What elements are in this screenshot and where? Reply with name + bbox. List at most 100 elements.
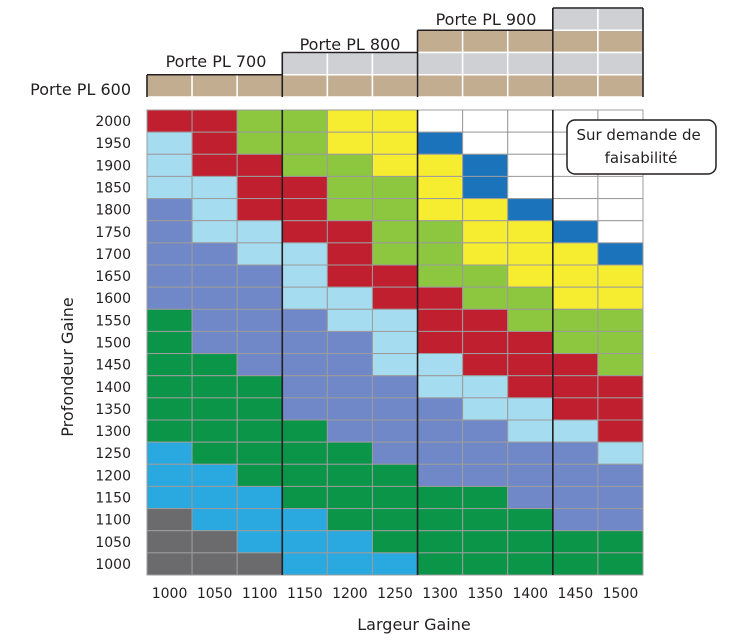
heatmap-cell (146, 153, 193, 177)
x-tick-label: 1100 (242, 586, 278, 602)
heatmap-cell (462, 485, 509, 510)
heatmap-cell (281, 220, 328, 244)
door-header-cell (281, 51, 329, 76)
door-label-pl700: Porte PL 700 (166, 52, 267, 71)
heatmap-cell (552, 330, 599, 355)
y-tick-label: 1400 (95, 380, 131, 396)
heatmap-cell (417, 397, 464, 421)
heatmap-cell (326, 441, 373, 465)
heatmap-cell (507, 375, 554, 399)
y-tick-label: 1100 (95, 513, 131, 529)
heatmap-cell (191, 131, 238, 155)
door-header-cell (461, 51, 509, 76)
heatmap-cell (371, 552, 419, 576)
heatmap-cell (326, 153, 373, 177)
heatmap-cell (552, 552, 599, 576)
heatmap-cell (597, 353, 644, 377)
y-tick-label: 1200 (95, 468, 131, 484)
heatmap-cell (281, 242, 328, 266)
heatmap-cell (191, 485, 238, 510)
heatmap-cell (552, 463, 599, 487)
heatmap-cell (462, 530, 509, 554)
door-header-cell (552, 74, 599, 98)
heatmap-cell (146, 198, 193, 222)
heatmap-cell (371, 508, 419, 532)
door-header-cell (506, 74, 554, 98)
door-header-cell (416, 51, 464, 76)
heatmap-cell (417, 508, 464, 532)
door-header-cell (597, 29, 644, 54)
heatmap-cell (146, 220, 193, 244)
annotation-line-2: faisabilité (605, 149, 678, 167)
y-tick-label: 1500 (95, 336, 131, 352)
door-header-cell (552, 29, 599, 54)
heatmap-cell (507, 153, 554, 177)
door-label-pl800: Porte PL 800 (300, 35, 401, 54)
heatmap-cell (326, 175, 373, 200)
heatmap-cell (417, 220, 464, 244)
heatmap-cell (462, 153, 509, 177)
door-header-cell (326, 74, 374, 98)
heatmap-cell (417, 198, 464, 222)
heatmap-cell (552, 264, 599, 288)
heatmap-cell (552, 375, 599, 399)
heatmap-cell (462, 441, 509, 465)
heatmap-cell (552, 286, 599, 310)
heatmap-cell (146, 353, 193, 377)
heatmap-cell (597, 330, 644, 355)
heatmap-cell (597, 441, 644, 465)
heatmap-cell (417, 131, 464, 155)
heatmap-cell (371, 286, 419, 310)
heatmap-cell (507, 508, 554, 532)
door-label-layer: Porte PL 600 Porte PL 700 Porte PL 800 P… (30, 10, 536, 99)
door-header-cell (597, 7, 644, 31)
heatmap-cell (552, 441, 599, 465)
heatmap-cell (371, 419, 419, 443)
heatmap-cell (507, 530, 554, 554)
annotation-box (566, 119, 717, 175)
heatmap-cell (281, 198, 328, 222)
heatmap-cell (371, 242, 419, 266)
heatmap-cell (507, 242, 554, 266)
heatmap-cell (417, 375, 464, 399)
heatmap-cell (236, 308, 283, 332)
heatmap-cell (236, 375, 283, 399)
heatmap-cell (552, 175, 599, 200)
y-tick-label: 1850 (95, 181, 131, 197)
heatmap-cell (146, 552, 193, 576)
door-header-cell (416, 74, 464, 98)
heatmap-cell (326, 131, 373, 155)
door-header-cell (281, 74, 329, 98)
heatmap-cell (191, 508, 238, 532)
heatmap-cell (462, 286, 509, 310)
heatmap-cell (326, 485, 373, 510)
heatmap-cell (191, 375, 238, 399)
heatmap-cell (146, 109, 193, 133)
heatmap-cell (417, 175, 464, 200)
heatmap-cell (146, 463, 193, 487)
heatmap-cell (326, 552, 373, 576)
heatmap-cell (281, 419, 328, 443)
door-header-cell (371, 51, 419, 76)
heatmap-cell (597, 397, 644, 421)
y-tick-label: 1750 (95, 225, 131, 241)
heatmap-cell (146, 397, 193, 421)
door-header-cell (236, 74, 284, 98)
x-tick-label: 1000 (152, 586, 188, 602)
heatmap-cell (462, 175, 509, 200)
y-tick-label: 1300 (95, 424, 131, 440)
y-tick-label: 1800 (95, 203, 131, 219)
heatmap-cell (191, 264, 238, 288)
x-tick-layer: 1000 1050 1100 1150 1200 1250 1300 1350 1400 1450… (152, 586, 639, 602)
heatmap-cell (236, 286, 283, 310)
heatmap-cell (236, 198, 283, 222)
heatmap-cell (236, 530, 283, 554)
y-tick-label: 1650 (95, 269, 131, 285)
heatmap-cell (191, 552, 238, 576)
heatmap-cell (191, 463, 238, 487)
x-tick-label: 1050 (197, 586, 233, 602)
heatmap-cell (191, 153, 238, 177)
heatmap-cell (146, 286, 193, 310)
door-header-cell (416, 29, 464, 54)
heatmap-cell (281, 552, 328, 576)
